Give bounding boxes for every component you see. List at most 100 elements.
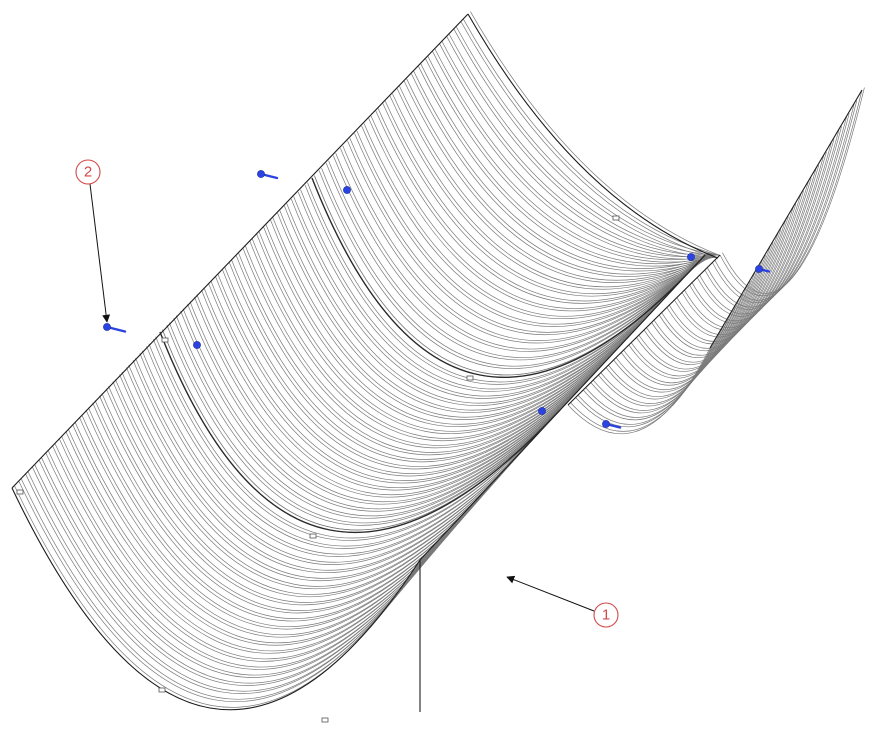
back-section-rib-inner xyxy=(462,18,720,256)
front-section-rib-inner xyxy=(74,421,480,636)
middle-section-rib-inner xyxy=(307,182,702,383)
back-section-rib xyxy=(460,21,718,259)
back-section-rib xyxy=(418,66,714,267)
front-section-rib-inner xyxy=(54,442,461,660)
bolt-slot xyxy=(158,687,166,693)
bolt-icon xyxy=(343,186,351,194)
back-section-rib xyxy=(361,125,710,319)
back-section-rib-inner xyxy=(399,85,715,281)
middle-section-rib-inner xyxy=(224,266,622,467)
corrugation-ribs xyxy=(11,11,865,711)
balloon-label-2: 2 xyxy=(84,164,92,181)
middle-section-rib xyxy=(290,198,686,399)
leader-line-1 xyxy=(506,575,595,612)
bolt-head xyxy=(538,407,546,415)
middle-section-rib-inner xyxy=(265,224,662,425)
bolt-slot xyxy=(321,717,329,723)
back-section-rib xyxy=(340,148,708,344)
front-section-rib-inner xyxy=(27,471,436,692)
right-seam-edge xyxy=(419,254,706,561)
front-section-rib-inner xyxy=(114,379,519,587)
back-section-rib xyxy=(425,58,715,263)
front-section-rib-inner xyxy=(94,400,500,611)
back-section-rib-inner xyxy=(321,167,709,367)
extension-section-rib-inner xyxy=(668,177,812,342)
extension-section-rib-inner xyxy=(653,203,797,356)
front-section-rib-inner xyxy=(155,336,557,539)
bolt-head xyxy=(755,265,763,273)
bolt-head xyxy=(343,186,351,194)
extension-section-rib xyxy=(582,322,726,421)
back-section-rib-inner xyxy=(406,78,716,275)
bolt-head xyxy=(193,341,201,349)
middle-section-rib-inner xyxy=(175,315,576,517)
extension-section-rib-inner xyxy=(608,280,751,398)
back-section-rib-inner xyxy=(427,56,717,261)
bolt-head xyxy=(103,323,111,331)
extension-section-rib xyxy=(643,218,787,365)
back-section-rib xyxy=(439,43,716,258)
bolt-slot xyxy=(612,215,620,221)
back-section-rib-inner xyxy=(356,130,712,325)
middle-section-rib-inner xyxy=(286,203,682,404)
callout-2: 2 xyxy=(75,159,111,323)
back-section-rib xyxy=(368,118,710,312)
middle-section-rib-inner xyxy=(217,273,616,474)
bolt-icon xyxy=(103,323,127,333)
front-section-rib-inner xyxy=(148,343,550,547)
front-section-rib xyxy=(85,409,491,622)
balloon-1 xyxy=(593,602,619,628)
front-section-rib-inner xyxy=(108,386,512,595)
front-section-rib xyxy=(132,360,535,565)
joint-line-2 xyxy=(311,177,706,378)
back-section-rib xyxy=(375,110,711,304)
bolt-slot xyxy=(309,533,317,539)
front-section-rib-inner xyxy=(128,364,531,571)
front-section-rib xyxy=(45,452,453,670)
back-section-rib-inner xyxy=(434,48,718,258)
front-section-rib xyxy=(126,367,529,573)
bolt-icon xyxy=(755,265,771,273)
section-joints xyxy=(159,177,706,533)
front-section-rib xyxy=(92,402,497,614)
extension-section-rib-inner xyxy=(615,268,759,391)
back-section-rib-inner xyxy=(377,108,713,302)
front-section-rib xyxy=(139,353,542,557)
middle-section-rib-inner xyxy=(251,238,649,439)
back-section-rib xyxy=(403,80,713,277)
back-section-rib-inner xyxy=(370,115,713,309)
extension-section-rib-inner xyxy=(600,293,744,404)
callout-1: 1 xyxy=(506,575,619,628)
extension-section-rib xyxy=(590,309,734,414)
back-section-rib-inner xyxy=(470,11,721,256)
extension-section-rib-inner xyxy=(646,216,789,363)
extension-section-rib xyxy=(719,89,863,297)
back-section-rib xyxy=(354,133,709,327)
extension-section-rib-inner xyxy=(714,100,858,301)
back-section-rib-inner xyxy=(328,160,709,358)
back-section-rib-inner xyxy=(413,71,716,269)
middle-section-rib-inner xyxy=(231,259,629,460)
bolt-icon xyxy=(257,170,279,180)
pipe-outline xyxy=(11,13,863,712)
bolt-icon xyxy=(538,407,546,415)
bolt-icon xyxy=(687,253,695,261)
front-section-rib-inner xyxy=(40,457,449,676)
front-section-rib-inner xyxy=(88,407,493,619)
balloon-label-1: 1 xyxy=(602,607,610,624)
middle-section-rib-inner xyxy=(168,322,570,524)
middle-section-rib-inner xyxy=(244,245,642,446)
middle-section-rib-inner xyxy=(182,308,583,510)
extension-section-rib xyxy=(620,257,764,386)
back-section-rib-inner xyxy=(384,100,714,295)
extension-section-rib-inner xyxy=(570,345,713,432)
back-section-rib xyxy=(347,140,709,335)
left-seam-edge xyxy=(11,13,469,489)
back-section-rib-inner xyxy=(441,41,719,256)
front-section-rib-inner xyxy=(81,414,487,627)
front-section-rib xyxy=(58,438,465,654)
back-section-rib xyxy=(432,51,716,260)
extension-section-rib-inner xyxy=(638,229,782,370)
middle-section-rib-inner xyxy=(189,301,590,502)
